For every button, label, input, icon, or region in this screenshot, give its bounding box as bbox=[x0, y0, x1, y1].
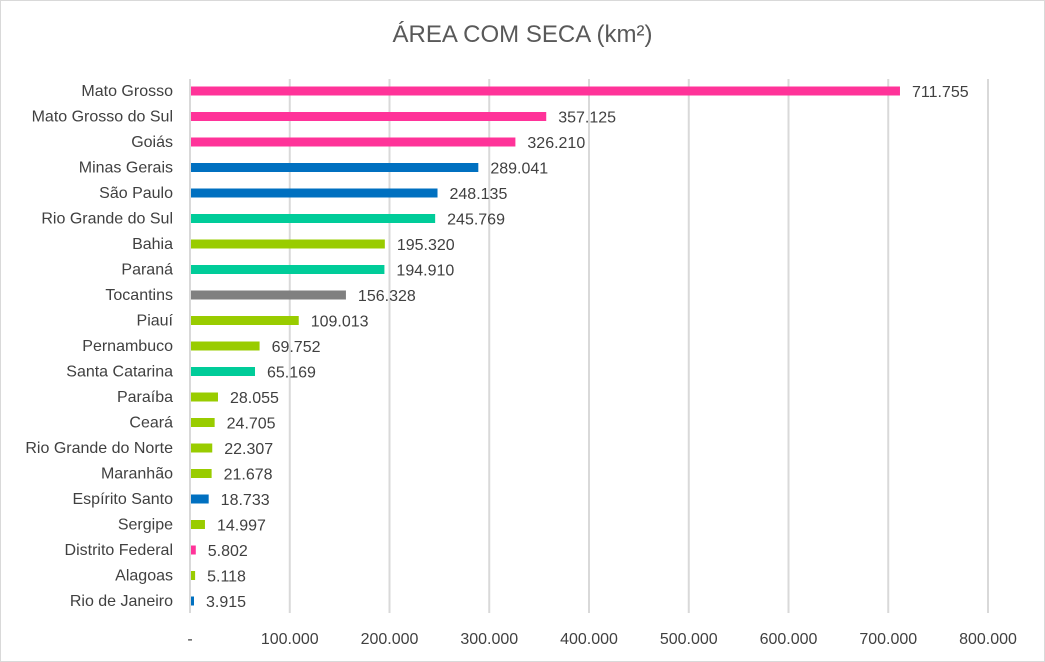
category-label: Bahia bbox=[132, 236, 173, 253]
data-label: 289.041 bbox=[490, 161, 548, 178]
category-label: Santa Catarina bbox=[66, 364, 173, 381]
data-label: 357.125 bbox=[558, 110, 616, 127]
data-label: 711.755 bbox=[912, 84, 969, 101]
category-label: Rio Grande do Norte bbox=[25, 440, 173, 457]
data-label: 22.307 bbox=[224, 441, 273, 458]
data-label: 248.135 bbox=[450, 186, 508, 203]
category-label: Paraíba bbox=[117, 389, 173, 406]
x-tick-label: 700.000 bbox=[859, 631, 917, 648]
category-label: Mato Grosso bbox=[81, 83, 173, 100]
data-label: 3.915 bbox=[206, 594, 246, 611]
category-label: Paraná bbox=[121, 262, 173, 279]
data-label: 194.910 bbox=[396, 263, 454, 280]
x-tick-label: 600.000 bbox=[760, 631, 818, 648]
bar bbox=[191, 494, 209, 504]
x-tick-label: 800.000 bbox=[959, 631, 1017, 648]
bar bbox=[191, 239, 385, 249]
data-label: 5.802 bbox=[208, 543, 248, 560]
bar bbox=[191, 188, 438, 198]
x-tick-label: - bbox=[187, 631, 192, 648]
data-label: 28.055 bbox=[230, 390, 279, 407]
bar bbox=[191, 341, 260, 351]
x-tick-label: 300.000 bbox=[460, 631, 518, 648]
bar bbox=[191, 520, 205, 529]
data-label: 69.752 bbox=[272, 339, 321, 356]
data-label: 156.328 bbox=[358, 288, 416, 305]
data-label: 18.733 bbox=[221, 492, 270, 509]
bar bbox=[191, 596, 194, 606]
bar bbox=[191, 163, 479, 172]
data-label: 65.169 bbox=[267, 365, 316, 382]
category-label: Mato Grosso do Sul bbox=[32, 109, 173, 126]
bar bbox=[191, 290, 346, 300]
category-label: Alagoas bbox=[115, 568, 173, 585]
bar bbox=[191, 571, 196, 580]
bar bbox=[191, 86, 900, 96]
category-label: Pernambuco bbox=[82, 338, 173, 355]
data-label: 14.997 bbox=[217, 518, 266, 535]
category-label: Ceará bbox=[129, 415, 173, 432]
bar bbox=[191, 112, 547, 121]
x-tick-label: 500.000 bbox=[660, 631, 718, 648]
chart-title: ÁREA COM SECA (km²) bbox=[392, 21, 653, 48]
bar bbox=[191, 214, 436, 223]
bar bbox=[191, 137, 516, 147]
category-label: Piauí bbox=[137, 313, 174, 330]
bar bbox=[191, 316, 299, 325]
data-label: 5.118 bbox=[207, 569, 246, 586]
category-label: Rio de Janeiro bbox=[70, 593, 173, 610]
category-label: Goiás bbox=[131, 134, 173, 151]
bar bbox=[191, 265, 385, 274]
bar bbox=[191, 545, 196, 555]
category-label: Minas Gerais bbox=[79, 160, 173, 177]
x-tick-label: 400.000 bbox=[560, 631, 618, 648]
category-label: Tocantins bbox=[105, 287, 173, 304]
x-tick-label: 200.000 bbox=[361, 631, 419, 648]
data-label: 109.013 bbox=[311, 314, 369, 331]
bar bbox=[191, 469, 212, 478]
category-label: Espírito Santo bbox=[73, 491, 174, 508]
bar bbox=[191, 418, 215, 427]
data-label: 245.769 bbox=[447, 212, 505, 229]
x-tick-label: 100.000 bbox=[261, 631, 319, 648]
category-label: São Paulo bbox=[99, 185, 173, 202]
bar bbox=[191, 367, 256, 376]
bar bbox=[191, 392, 218, 402]
category-label: Sergipe bbox=[118, 517, 173, 534]
bar bbox=[191, 443, 213, 453]
data-label: 326.210 bbox=[527, 135, 585, 152]
category-label: Rio Grande do Sul bbox=[41, 211, 173, 228]
category-label: Maranhão bbox=[101, 466, 173, 483]
data-label: 195.320 bbox=[397, 237, 455, 254]
category-label: Distrito Federal bbox=[65, 542, 173, 559]
data-label: 24.705 bbox=[227, 416, 276, 433]
data-label: 21.678 bbox=[224, 467, 273, 484]
